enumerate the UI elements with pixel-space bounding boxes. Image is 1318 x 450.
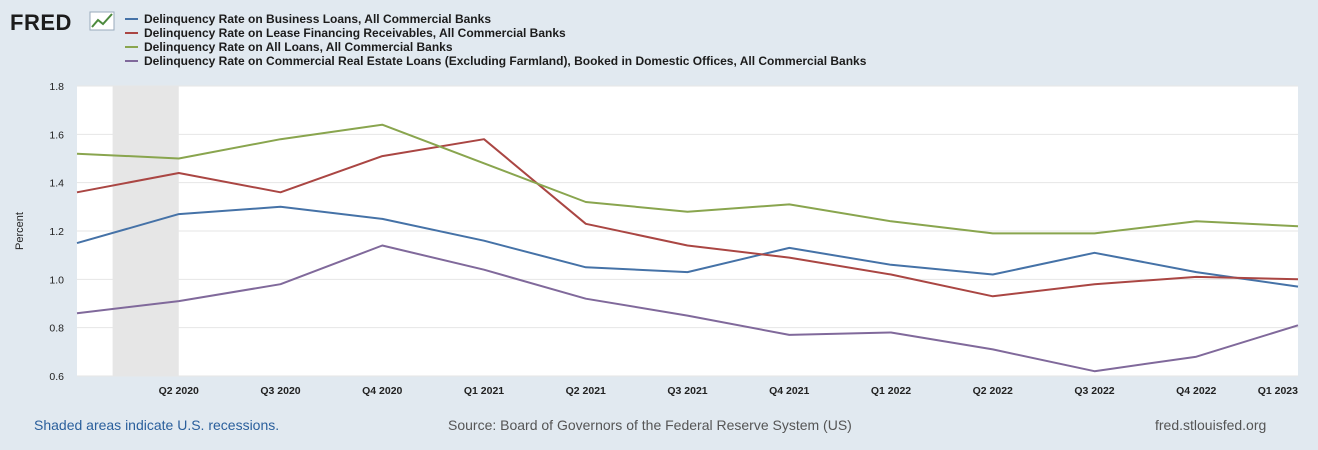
y-tick-label: 1.0 <box>49 274 64 286</box>
x-tick-label: Q4 2020 <box>362 385 402 397</box>
x-tick-label: Q2 2021 <box>566 385 606 397</box>
x-tick-label: Q1 2023 <box>1258 385 1298 397</box>
y-tick-label: 1.4 <box>49 178 64 190</box>
y-axis-label: Percent <box>14 212 26 250</box>
x-tick-label: Q4 2021 <box>769 385 809 397</box>
x-tick-label: Q1 2022 <box>871 385 911 397</box>
series-line-2[interactable] <box>76 138 1299 298</box>
legend-item[interactable]: Delinquency Rate on Lease Financing Rece… <box>144 26 566 40</box>
site-link[interactable]: fred.stlouisfed.org <box>1155 417 1267 433</box>
y-tick-label: 1.6 <box>49 129 64 141</box>
legend-item[interactable]: Delinquency Rate on Commercial Real Esta… <box>144 54 867 68</box>
x-tick-label: Q4 2022 <box>1176 385 1216 397</box>
recession-note[interactable]: Shaded areas indicate U.S. recessions. <box>34 417 280 433</box>
gridlines <box>77 85 1298 377</box>
x-tick-label: Q2 2022 <box>973 385 1013 397</box>
line-chart-icon <box>89 11 115 31</box>
series-line-4[interactable] <box>76 244 1299 373</box>
series-lines <box>76 123 1299 373</box>
logo-text: FRED <box>10 10 72 35</box>
y-tick-label: 0.6 <box>49 371 64 383</box>
y-axis-ticks: 0.6 0.8 1.0 1.2 1.4 1.6 1.8 <box>49 81 64 383</box>
x-tick-label: Q3 2021 <box>667 385 707 397</box>
series-line-1[interactable] <box>76 205 1299 288</box>
legend: Delinquency Rate on Business Loans, All … <box>125 12 867 68</box>
plot-area: 0.6 0.8 1.0 1.2 1.4 1.6 1.8 Q2 2020 Q3 2020 Q4 2… <box>49 81 1299 397</box>
fred-logo[interactable]: FRED <box>10 10 115 35</box>
x-tick-label: Q2 2020 <box>159 385 199 397</box>
y-tick-label: 1.8 <box>49 81 64 93</box>
source-text: Source: Board of Governors of the Federa… <box>448 417 852 433</box>
legend-item[interactable]: Delinquency Rate on All Loans, All Comme… <box>144 40 453 54</box>
x-tick-label: Q1 2021 <box>464 385 504 397</box>
x-tick-label: Q3 2020 <box>260 385 300 397</box>
y-tick-label: 1.2 <box>49 226 64 238</box>
y-tick-label: 0.8 <box>49 323 64 335</box>
x-axis-ticks: Q2 2020 Q3 2020 Q4 2020 Q1 2021 Q2 2021 Q3 20… <box>159 385 1299 397</box>
series-line-3[interactable] <box>76 123 1299 235</box>
legend-item[interactable]: Delinquency Rate on Business Loans, All … <box>144 12 491 26</box>
x-tick-label: Q3 2022 <box>1074 385 1114 397</box>
